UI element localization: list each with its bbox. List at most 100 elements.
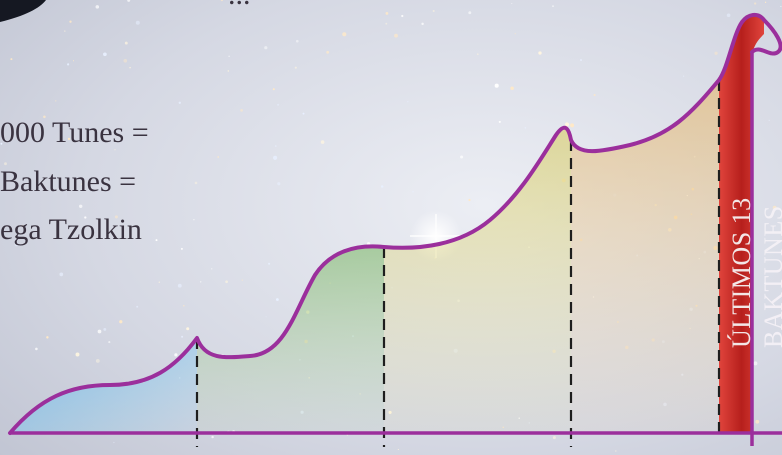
star bbox=[108, 341, 111, 344]
star bbox=[240, 109, 243, 112]
star bbox=[460, 155, 464, 159]
star bbox=[714, 51, 718, 55]
star bbox=[476, 53, 479, 56]
star bbox=[114, 215, 118, 219]
star bbox=[524, 127, 527, 129]
star bbox=[97, 329, 102, 334]
star bbox=[302, 112, 305, 115]
star bbox=[264, 46, 268, 50]
star bbox=[0, 142, 3, 145]
star bbox=[10, 58, 13, 61]
star bbox=[754, 2, 757, 5]
star bbox=[780, 5, 782, 7]
star bbox=[67, 137, 71, 141]
star bbox=[75, 352, 80, 357]
star bbox=[265, 316, 267, 318]
star bbox=[46, 336, 49, 339]
star bbox=[84, 216, 87, 219]
star bbox=[95, 358, 100, 363]
star bbox=[21, 224, 24, 228]
star bbox=[397, 448, 399, 451]
star bbox=[127, 0, 131, 2]
star bbox=[380, 185, 384, 188]
star bbox=[342, 32, 347, 37]
star bbox=[35, 347, 38, 351]
star bbox=[217, 156, 220, 158]
star bbox=[326, 50, 330, 54]
star bbox=[211, 268, 213, 270]
star bbox=[320, 140, 325, 144]
star bbox=[43, 115, 46, 119]
star bbox=[272, 88, 275, 91]
star bbox=[95, 5, 100, 9]
star bbox=[772, 205, 777, 210]
star bbox=[407, 101, 409, 103]
fill-segment-2 bbox=[197, 246, 384, 433]
star bbox=[385, 12, 389, 15]
star bbox=[552, 5, 554, 7]
star bbox=[81, 183, 83, 186]
star bbox=[155, 239, 158, 242]
star bbox=[273, 155, 278, 160]
star bbox=[380, 208, 382, 210]
star bbox=[580, 59, 582, 61]
star bbox=[401, 14, 404, 18]
star bbox=[510, 86, 514, 91]
star bbox=[59, 272, 64, 277]
star bbox=[183, 304, 185, 307]
star bbox=[67, 63, 70, 66]
last-13-band bbox=[719, 14, 764, 434]
star bbox=[123, 58, 128, 63]
star bbox=[193, 219, 195, 221]
star bbox=[277, 103, 280, 106]
star bbox=[211, 435, 214, 439]
star bbox=[228, 55, 230, 57]
caption-line-tunes: 000 Tunes = bbox=[0, 116, 149, 149]
star bbox=[113, 441, 115, 444]
star bbox=[494, 83, 499, 88]
star bbox=[64, 30, 66, 32]
star bbox=[773, 299, 776, 301]
star bbox=[103, 327, 107, 331]
star bbox=[14, 242, 19, 247]
star bbox=[295, 39, 299, 43]
caption-line-tzolkin: ega Tzolkin bbox=[0, 213, 142, 246]
star bbox=[726, 13, 731, 18]
star bbox=[538, 51, 542, 55]
star bbox=[227, 70, 230, 72]
star bbox=[124, 41, 128, 45]
star bbox=[768, 119, 770, 121]
star bbox=[498, 120, 501, 123]
growth-curve bbox=[8, 13, 782, 435]
star bbox=[103, 52, 107, 57]
star bbox=[119, 320, 123, 324]
label-baktunes: BAKTUNES bbox=[759, 205, 782, 348]
star bbox=[241, 279, 243, 281]
star bbox=[570, 123, 575, 128]
star bbox=[683, 75, 685, 77]
star bbox=[277, 182, 281, 186]
star bbox=[194, 181, 198, 185]
star bbox=[385, 22, 388, 25]
star bbox=[394, 33, 398, 38]
star bbox=[564, 122, 570, 127]
star bbox=[225, 280, 228, 284]
star bbox=[129, 66, 131, 69]
label-last-13: ÚLTIMOS 13 bbox=[727, 197, 756, 348]
star bbox=[432, 9, 435, 13]
star bbox=[158, 281, 160, 283]
star bbox=[275, 298, 279, 301]
fill-segment-3 bbox=[384, 127, 571, 434]
star bbox=[468, 11, 472, 15]
star bbox=[593, 93, 596, 97]
star bbox=[186, 327, 190, 331]
star bbox=[114, 149, 116, 151]
star bbox=[468, 198, 471, 202]
star bbox=[753, 361, 758, 366]
star bbox=[514, 33, 516, 35]
period-dividers bbox=[195, 80, 721, 447]
star bbox=[268, 262, 271, 265]
corner-shape bbox=[0, 0, 46, 22]
star bbox=[552, 436, 556, 440]
